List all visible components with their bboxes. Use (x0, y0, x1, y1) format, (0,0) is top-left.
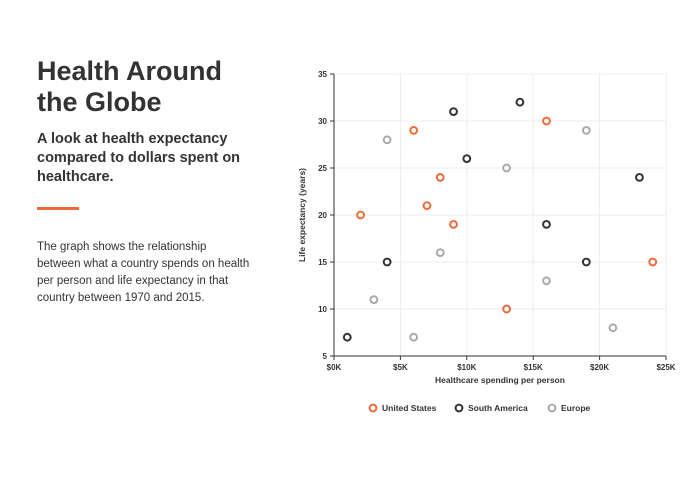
x-tick-label: $15K (524, 363, 543, 372)
x-tick-label: $20K (590, 363, 609, 372)
y-tick-label: 10 (318, 305, 327, 314)
data-point (608, 323, 618, 333)
data-point (435, 173, 445, 182)
page-subtitle: A look at health expectancy compared to … (37, 131, 241, 185)
x-tick-label: $0K (327, 363, 342, 372)
data-point (635, 173, 644, 182)
data-point (449, 107, 458, 116)
intro-panel: Health Around the Globe A look at health… (37, 56, 277, 319)
data-point (542, 220, 551, 229)
legend-marker (454, 403, 464, 413)
x-tick-label: $10K (457, 363, 476, 372)
data-point (369, 295, 379, 305)
data-point (356, 210, 365, 220)
data-point (435, 248, 445, 258)
data-point (449, 220, 458, 229)
page-title: Health Around the Globe (37, 56, 277, 118)
axes: 5 10 15 20 25 30 35 $0K $5K $10K $15K $20K $25K Healt… (297, 70, 676, 385)
y-tick-label: 5 (323, 352, 328, 361)
grid (334, 73, 667, 356)
y-tick-label: 15 (318, 258, 327, 267)
data-point (422, 201, 432, 211)
data-point (342, 332, 352, 342)
legend-marker (547, 403, 557, 413)
data-point (382, 257, 392, 267)
legend-label: United States (382, 403, 437, 413)
accent-divider (37, 207, 79, 210)
data-point (462, 154, 472, 164)
y-tick-label: 30 (318, 117, 327, 126)
legend-marker (368, 403, 378, 413)
data-point (515, 97, 525, 107)
y-tick-label: 25 (318, 164, 327, 173)
data-point (648, 257, 658, 267)
data-point (409, 125, 419, 135)
legend-item: United States (368, 403, 437, 413)
page-title-line-2: the Globe (37, 87, 162, 117)
y-tick-label: 20 (318, 211, 327, 220)
data-point (409, 332, 419, 342)
chart-description: The graph shows the relationship between… (37, 241, 250, 304)
legend-label: South America (468, 403, 528, 413)
legend-item: Europe (547, 403, 591, 413)
data-point (542, 276, 551, 286)
legend: United States South America Europe (368, 403, 591, 413)
data-points (342, 97, 658, 342)
y-tick-label: 35 (318, 70, 327, 79)
data-point (542, 116, 551, 126)
data-point (502, 304, 512, 314)
data-point (581, 257, 591, 267)
x-tick-label: $25K (656, 363, 675, 372)
data-point (502, 163, 512, 173)
legend-item: South America (454, 403, 528, 413)
data-point (382, 135, 392, 145)
legend-label: Europe (561, 403, 591, 413)
x-tick-label: $5K (393, 363, 408, 372)
x-axis-title: Healthcare spending per person (435, 375, 565, 385)
page-title-line-1: Health Around (37, 56, 222, 86)
y-axis-title: Life expectancy (years) (297, 168, 307, 262)
data-point (581, 125, 591, 135)
